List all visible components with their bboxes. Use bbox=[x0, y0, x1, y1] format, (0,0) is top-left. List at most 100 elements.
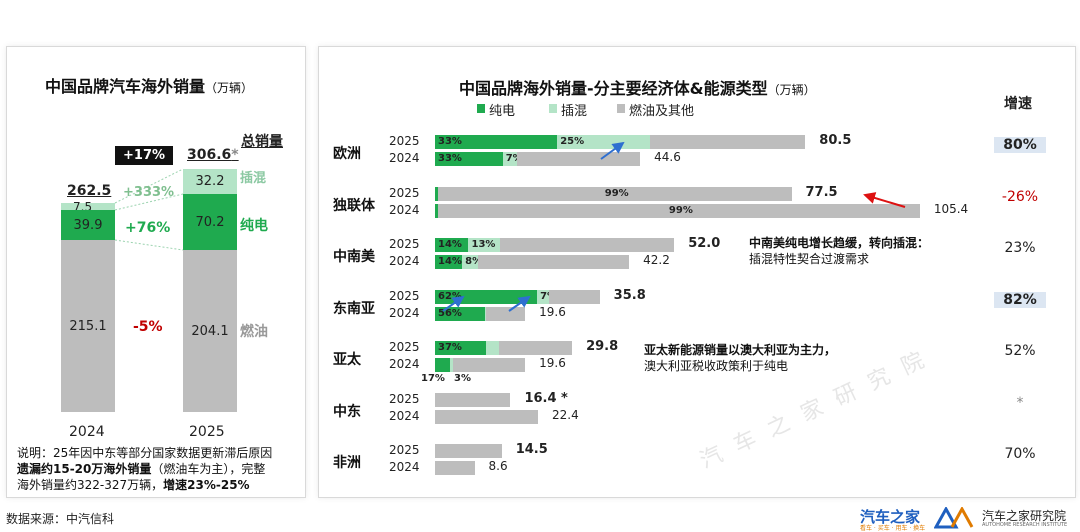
region-3-year-2025: 2025 bbox=[389, 288, 420, 303]
region-4-total-2025: 29.8 bbox=[586, 339, 619, 354]
region-4-total-2024: 19.6 bbox=[539, 356, 566, 370]
region-1-bar-2025-other-label: 99% bbox=[604, 187, 629, 199]
region-6-total-2024: 8.6 bbox=[488, 459, 508, 473]
note-apac: 亚太新能源销量以澳大利亚为主力， 澳大利亚税收政策利于纯电 bbox=[644, 343, 837, 373]
region-0-bar-2025-ev-label: 33% bbox=[438, 136, 462, 147]
label-2025-phev: 32.2 bbox=[195, 174, 225, 189]
region-1-bar-2024-other bbox=[438, 203, 920, 218]
region-3-total-2024: 19.6 bbox=[539, 304, 566, 319]
legend-swatch-other bbox=[617, 104, 625, 113]
region-0-bar-2025-phev-label: 25% bbox=[560, 136, 585, 147]
region-0-bar-2025-ev bbox=[435, 135, 558, 149]
region-2-bar-2024-ev bbox=[435, 255, 463, 269]
region-6-year-2025: 2025 bbox=[389, 443, 420, 457]
label-2025-ice: 204.1 bbox=[191, 323, 229, 339]
legend-label-phev: 插混 bbox=[561, 104, 588, 119]
region-0-bar-2024-other bbox=[517, 152, 641, 166]
region-3-name: 东南亚 bbox=[333, 300, 375, 317]
region-1-total-2025: 77.5 bbox=[805, 184, 838, 200]
region-4-bar-2024-phev bbox=[450, 358, 454, 372]
region-2-bar-2024-phev-label: 8% bbox=[465, 256, 483, 267]
label-2024-ice: 215.1 bbox=[69, 318, 107, 334]
region-0-total-2025: 80.5 bbox=[819, 133, 852, 148]
region-0-bar-2024-ev bbox=[435, 152, 503, 166]
region-1-bar-2024-ev bbox=[435, 203, 438, 218]
region-4-bar-2025-ev bbox=[435, 341, 486, 355]
connector-lines bbox=[114, 168, 184, 251]
series-label-ev: 纯电 bbox=[240, 218, 268, 234]
region-4-name: 亚太 bbox=[333, 352, 361, 368]
label-2025-ev: 70.2 bbox=[195, 214, 225, 230]
region-4-ev-label-2024: 17% bbox=[421, 373, 445, 384]
region-5-growth: * bbox=[1016, 394, 1024, 411]
legend-swatch-phev bbox=[549, 104, 557, 113]
bar-2025-phev: 32.2 bbox=[183, 169, 237, 194]
region-4-year-2024: 2024 bbox=[389, 357, 420, 371]
region-0-total-2024: 44.6 bbox=[654, 150, 681, 164]
region-0-year-2025: 2025 bbox=[389, 134, 420, 148]
region-6-bar-2025-other bbox=[435, 444, 502, 458]
region-1-bar-2024-other-label: 99% bbox=[668, 204, 693, 216]
region-1-total-2024: 105.4 bbox=[933, 201, 969, 216]
region-2-bar-2025-phev-label: 13% bbox=[471, 239, 496, 250]
right-chart-title: 中国品牌海外销量-分主要经济体&能源类型（万辆） bbox=[459, 79, 816, 98]
region-4-year-2025: 2025 bbox=[389, 340, 420, 354]
region-1-year-2024: 2024 bbox=[389, 202, 420, 217]
change-phev: +333% bbox=[123, 185, 175, 200]
region-4-phev-label-2024: 3% bbox=[454, 373, 471, 384]
region-3-bar-2024-ev-label: 56% bbox=[438, 307, 462, 319]
region-4-bar-2024-ev bbox=[435, 358, 451, 372]
region-2-bar-2025-phev bbox=[468, 238, 500, 252]
region-2-name: 中南美 bbox=[333, 249, 375, 265]
region-2-bar-2025-ev-label: 14% bbox=[438, 239, 462, 250]
annotation-arrows bbox=[442, 141, 906, 312]
region-3-bar-2025-phev bbox=[537, 289, 549, 304]
data-source: 数据来源：中汽信科 bbox=[6, 512, 115, 526]
region-1-growth: -26% bbox=[1001, 188, 1039, 205]
region-4-bar-2025-other bbox=[499, 341, 573, 355]
region-5-total-2024: 22.4 bbox=[552, 407, 579, 422]
institute-logo-icon bbox=[934, 507, 974, 529]
region-4-growth: 52% bbox=[1004, 343, 1036, 359]
bar-2025-ev: 70.2 bbox=[183, 194, 237, 250]
region-4-bar-2025-phev bbox=[485, 341, 500, 355]
total-header: 总销量 bbox=[241, 134, 283, 150]
region-3-bar-2025-other bbox=[548, 289, 600, 304]
region-5-bar-2025-other bbox=[435, 392, 511, 407]
total-2024: 262.5 bbox=[67, 183, 112, 199]
bar-2025-ice: 204.1 bbox=[183, 250, 237, 412]
region-1-bar-2025-ev bbox=[435, 186, 438, 201]
growth-header: 增速 bbox=[1004, 96, 1032, 112]
legend-swatch-ev bbox=[477, 104, 485, 113]
region-0-bar-2024-phev bbox=[502, 152, 518, 166]
region-3-growth: 82% bbox=[994, 291, 1046, 308]
brand-logo: 汽车之家 bbox=[860, 508, 921, 526]
region-3-bar-2024-other bbox=[486, 306, 526, 321]
region-2-year-2024: 2024 bbox=[389, 254, 420, 268]
region-1-name: 独联体 bbox=[333, 197, 375, 214]
bar-2024-phev bbox=[61, 203, 115, 210]
region-4-bar-2025-ev-label: 37% bbox=[438, 342, 462, 353]
region-5-year-2024: 2024 bbox=[389, 408, 420, 423]
region-6-bar-2024-other bbox=[435, 461, 475, 475]
region-5-bar-2024-other bbox=[435, 409, 539, 424]
legend-label-other: 燃油及其他 bbox=[629, 104, 695, 119]
region-4-bar-2024-other bbox=[453, 358, 526, 372]
region-0-year-2024: 2024 bbox=[389, 151, 420, 165]
region-2-year-2025: 2025 bbox=[389, 237, 420, 251]
region-1-year-2025: 2025 bbox=[389, 185, 420, 200]
label-2024-ev: 39.9 bbox=[73, 217, 103, 233]
region-3-total-2025: 35.8 bbox=[613, 287, 646, 303]
region-2-bar-2024-phev bbox=[462, 255, 478, 269]
regional-sales-panel: 中国品牌海外销量-分主要经济体&能源类型（万辆） 增速 纯电 插混 燃油及其他 … bbox=[318, 46, 1076, 498]
region-2-total-2024: 42.2 bbox=[643, 253, 670, 267]
x-label-2025: 2025 bbox=[189, 424, 225, 440]
growth-box: +17% bbox=[115, 146, 174, 165]
institute-name: 汽车之家研究院 bbox=[982, 509, 1067, 523]
series-label-ice: 燃油 bbox=[240, 324, 268, 340]
region-2-total-2025: 52.0 bbox=[688, 236, 721, 251]
region-3-year-2024: 2024 bbox=[389, 305, 420, 320]
bar-2024-ev: 39.9 bbox=[61, 210, 115, 240]
region-5-name: 中东 bbox=[333, 403, 361, 420]
region-2-bar-2024-ev-label: 14% bbox=[438, 256, 462, 267]
